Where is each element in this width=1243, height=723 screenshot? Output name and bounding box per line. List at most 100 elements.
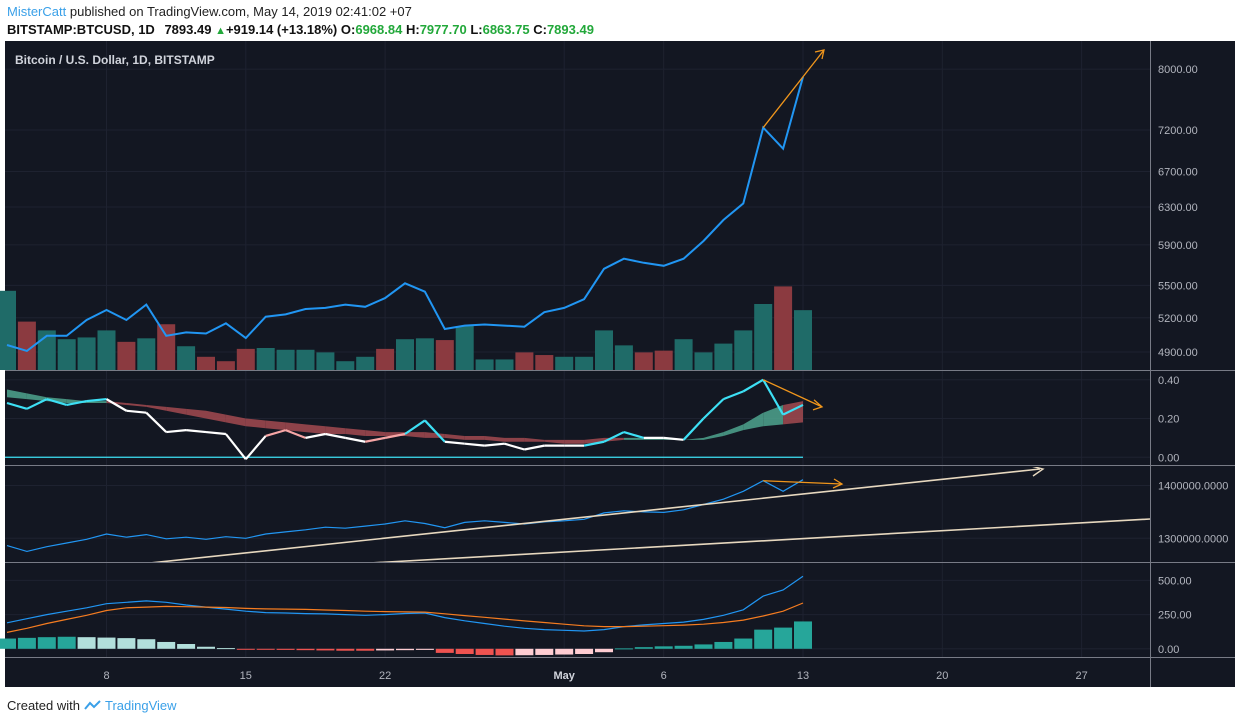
indicator-line-segment	[702, 398, 725, 420]
y-tick-label: 0.40	[1158, 375, 1179, 387]
y-tick-label: 1400000.0000	[1158, 480, 1228, 492]
symbol-line: BITSTAMP:BTCUSD, 1D 7893.49 ▲+919.14 (+1…	[7, 22, 594, 37]
indicator-line-segment	[126, 409, 147, 414]
high-value: 7977.70	[419, 22, 467, 37]
band-segment	[564, 439, 585, 444]
indicator-line-segment	[166, 429, 187, 434]
indicator-line-segment	[225, 433, 247, 460]
y-tick-label: 500.00	[1158, 575, 1192, 587]
band-segment	[345, 428, 366, 436]
histogram-bar	[575, 648, 594, 654]
band-segment	[683, 437, 704, 440]
band-segment	[763, 404, 784, 427]
volume-bar	[236, 348, 255, 370]
macd-pane	[0, 575, 812, 656]
volume-bar	[654, 350, 673, 370]
author-link[interactable]: MisterCatt	[7, 4, 67, 19]
indicator-line-segment	[424, 419, 446, 443]
x-tick-label: 15	[240, 670, 252, 682]
volume-bar	[614, 345, 633, 370]
indicator-line-segment	[345, 436, 366, 443]
tradingview-logo-icon	[84, 700, 101, 710]
histogram-bar	[316, 648, 335, 651]
band-segment	[26, 393, 47, 402]
x-tick-label: 13	[797, 670, 809, 682]
volume-bar	[415, 338, 434, 370]
indicator-line-segment	[364, 436, 386, 443]
chart-title: Bitcoin / U.S. Dollar, 1D, BITSTAMP	[15, 53, 215, 67]
volume-bar	[316, 352, 335, 370]
footer: Created with TradingView	[7, 698, 177, 713]
volume-bar	[714, 343, 733, 370]
indicator-line-segment	[484, 442, 505, 447]
band-segment	[206, 410, 226, 423]
indicator-line-segment	[285, 429, 306, 439]
band-segment	[146, 404, 167, 411]
indicator-line-segment	[444, 440, 465, 445]
histogram-bar	[435, 648, 454, 653]
y-tick-label: 7200.00	[1158, 125, 1198, 137]
tradingview-link[interactable]: TradingView	[104, 698, 177, 713]
indicator-line-segment	[305, 432, 326, 439]
obv-pane	[6, 467, 1150, 562]
band-segment	[544, 439, 565, 444]
indicator-line-segment	[6, 401, 28, 410]
band-segment	[444, 434, 465, 440]
indicator-line-segment	[603, 431, 625, 443]
arrowhead-icon	[814, 49, 825, 60]
histogram-bar	[634, 647, 653, 649]
arrowhead-icon	[812, 399, 824, 411]
band-segment	[325, 426, 346, 434]
volume-bar	[575, 356, 594, 370]
band-segment	[743, 412, 764, 431]
histogram-bar	[495, 648, 514, 656]
volume-bar	[57, 339, 76, 370]
volume-bar	[137, 338, 156, 370]
y-tick-label: 0.20	[1158, 414, 1179, 426]
volume-bar	[495, 359, 514, 370]
histogram-bar	[555, 648, 574, 655]
indicator-line-segment	[265, 429, 286, 437]
volume-bar	[674, 339, 693, 370]
volume-bar	[634, 352, 653, 370]
histogram-bar	[0, 638, 16, 649]
high-label: H:	[405, 22, 420, 37]
volume-bar	[435, 340, 454, 370]
histogram-bar	[714, 641, 733, 649]
volume-bar	[396, 339, 414, 370]
histogram-bar	[694, 644, 713, 649]
price-pane	[6, 49, 825, 353]
histogram-bar	[236, 648, 255, 650]
volume-bar	[774, 286, 793, 370]
band-segment	[464, 435, 485, 440]
x-tick-label: 27	[1075, 670, 1087, 682]
histogram-bar	[57, 636, 76, 649]
volume-bar	[216, 361, 235, 370]
y-tick-label: 5200.00	[1158, 313, 1198, 325]
band-segment	[245, 418, 266, 429]
projection-arrow	[762, 49, 825, 128]
y-tick-label: 5900.00	[1158, 240, 1198, 252]
indicator-line-segment	[244, 435, 267, 460]
histogram-bar	[37, 637, 56, 649]
band-segment	[7, 389, 27, 400]
y-tick-label: 1300000.0000	[1158, 533, 1228, 545]
indicator-line-segment	[404, 419, 426, 435]
band-segment	[504, 437, 525, 442]
volume-bar	[177, 346, 196, 370]
histogram-bar	[77, 637, 96, 649]
volume-bar	[515, 352, 534, 370]
histogram-bar	[475, 648, 494, 655]
histogram-bar	[535, 648, 554, 655]
price-change: +919.14 (+13.18%)	[225, 22, 338, 37]
volume-bar	[157, 324, 176, 370]
histogram-bar	[774, 627, 793, 649]
y-tick-label: 6700.00	[1158, 166, 1198, 178]
open-label: O:	[340, 22, 356, 37]
band-segment	[166, 406, 187, 415]
y-tick-label: 250.00	[1158, 610, 1192, 622]
histogram-bar	[97, 637, 116, 649]
indicator-line-segment	[762, 379, 785, 416]
price-line	[6, 76, 804, 353]
